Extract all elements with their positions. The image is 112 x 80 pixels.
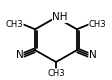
Text: NH: NH (52, 12, 68, 22)
Text: N: N (15, 50, 23, 60)
Text: CH3: CH3 (89, 20, 106, 29)
Text: N: N (89, 50, 97, 60)
Text: CH3: CH3 (6, 20, 23, 29)
Text: CH3: CH3 (47, 69, 65, 78)
